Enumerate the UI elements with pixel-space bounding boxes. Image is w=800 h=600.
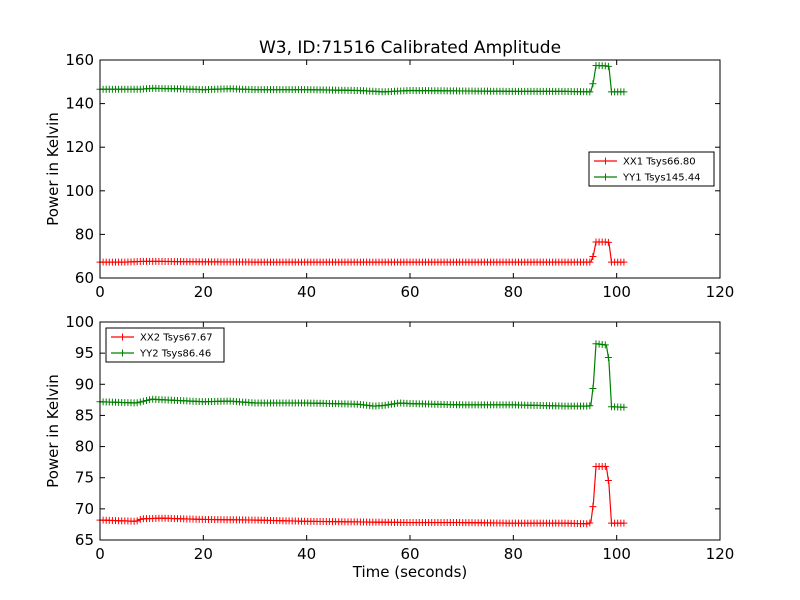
legend-entry: XX2 Tsys67.67 bbox=[111, 333, 213, 344]
series-2 bbox=[96, 340, 628, 411]
y-axis-label: Power in Kelvin bbox=[44, 112, 62, 226]
data-point bbox=[143, 396, 150, 404]
y-tick-label: 120 bbox=[65, 138, 94, 156]
legend-marker bbox=[602, 173, 609, 181]
x-tick-label: 100 bbox=[602, 283, 631, 301]
data-point bbox=[589, 503, 597, 511]
y-tick-label: 70 bbox=[75, 500, 94, 518]
y-tick-label: 140 bbox=[65, 95, 94, 113]
x-tick-label: 40 bbox=[297, 283, 316, 301]
data-point bbox=[601, 62, 609, 70]
legend-marker bbox=[119, 333, 126, 341]
data-point bbox=[620, 519, 628, 527]
data-point bbox=[604, 62, 612, 70]
y-tick-label: 75 bbox=[75, 469, 94, 487]
series-line bbox=[99, 465, 625, 525]
data-point bbox=[601, 463, 609, 471]
x-tick-label: 40 bbox=[297, 545, 316, 563]
legend-label: XX1 Tsys66.80 bbox=[623, 157, 696, 168]
y-tick-label: 80 bbox=[75, 225, 94, 243]
x-tick-label: 0 bbox=[95, 545, 105, 563]
y-tick-label: 90 bbox=[75, 375, 94, 393]
data-point bbox=[589, 385, 597, 393]
series-markers bbox=[96, 238, 628, 266]
data-point bbox=[586, 258, 594, 266]
data-point bbox=[620, 258, 628, 266]
legend-label: YY2 Tsys86.46 bbox=[139, 349, 211, 360]
data-point bbox=[604, 238, 612, 246]
data-point bbox=[586, 519, 594, 527]
figure-title: W3, ID:71516 Calibrated Amplitude bbox=[259, 38, 561, 58]
y-tick-label: 60 bbox=[75, 269, 94, 287]
series-markers bbox=[96, 340, 628, 411]
data-point bbox=[136, 398, 144, 406]
series-1 bbox=[96, 238, 628, 266]
y-tick-label: 80 bbox=[75, 438, 94, 456]
x-tick-label: 120 bbox=[706, 545, 735, 563]
data-point bbox=[586, 88, 594, 96]
data-point bbox=[604, 354, 612, 362]
x-tick-label: 0 bbox=[95, 283, 105, 301]
legend-label: YY1 Tsys145.44 bbox=[622, 173, 701, 184]
legend: XX1 Tsys66.80 YY1 Tsys145.44 bbox=[588, 151, 715, 187]
y-tick-label: 160 bbox=[65, 51, 94, 69]
bottom-panel-xx2-yy2: 0 20 40 60 80 100 120 65 70 75 80 85 90 95 100 Power in… bbox=[44, 313, 734, 563]
x-axis-label: Time (seconds) bbox=[352, 563, 468, 581]
legend-entry: YY2 Tsys86.46 bbox=[111, 349, 211, 360]
series-line bbox=[100, 241, 625, 263]
data-point bbox=[589, 253, 597, 261]
series-line bbox=[100, 64, 625, 93]
data-point bbox=[589, 80, 597, 88]
y-tick-label: 85 bbox=[75, 406, 94, 424]
data-point bbox=[583, 520, 591, 528]
series-markers bbox=[96, 463, 628, 528]
x-tick-label: 100 bbox=[602, 545, 631, 563]
y-tick-label: 65 bbox=[75, 531, 94, 549]
y-tick-label: 100 bbox=[65, 313, 94, 331]
y-axis-label: Power in Kelvin bbox=[44, 374, 62, 488]
legend-box bbox=[588, 151, 715, 187]
x-tick-label: 80 bbox=[504, 545, 523, 563]
legend-entry: YY1 Tsys145.44 bbox=[594, 173, 701, 184]
data-point bbox=[601, 341, 609, 349]
x-tick-label: 20 bbox=[194, 283, 213, 301]
x-tick-label: 60 bbox=[400, 545, 419, 563]
series-1 bbox=[96, 463, 628, 528]
data-point bbox=[139, 397, 147, 405]
series-2 bbox=[96, 61, 628, 96]
legend-entry: XX1 Tsys66.80 bbox=[594, 157, 696, 168]
data-point bbox=[586, 402, 594, 410]
data-point bbox=[620, 403, 628, 411]
x-tick-label: 20 bbox=[194, 545, 213, 563]
legend: XX2 Tsys67.67 YY2 Tsys86.46 bbox=[105, 327, 225, 363]
x-tick-label: 60 bbox=[400, 283, 419, 301]
legend-marker bbox=[119, 349, 126, 357]
x-tick-label: 120 bbox=[706, 283, 735, 301]
series-markers bbox=[96, 61, 628, 96]
x-tick-label: 80 bbox=[504, 283, 523, 301]
data-point bbox=[133, 399, 141, 407]
data-point bbox=[136, 515, 144, 523]
data-point bbox=[620, 88, 628, 96]
legend-marker bbox=[602, 157, 609, 165]
top-panel-xx1-yy1: 0 20 40 60 80 100 120 60 80 100 120 140 160 Power in … bbox=[44, 51, 734, 301]
data-point bbox=[604, 476, 612, 484]
y-tick-label: 100 bbox=[65, 182, 94, 200]
data-point bbox=[133, 517, 141, 525]
y-tick-label: 95 bbox=[75, 344, 94, 362]
legend-box bbox=[105, 327, 225, 363]
legend-label: XX2 Tsys67.67 bbox=[140, 333, 213, 344]
